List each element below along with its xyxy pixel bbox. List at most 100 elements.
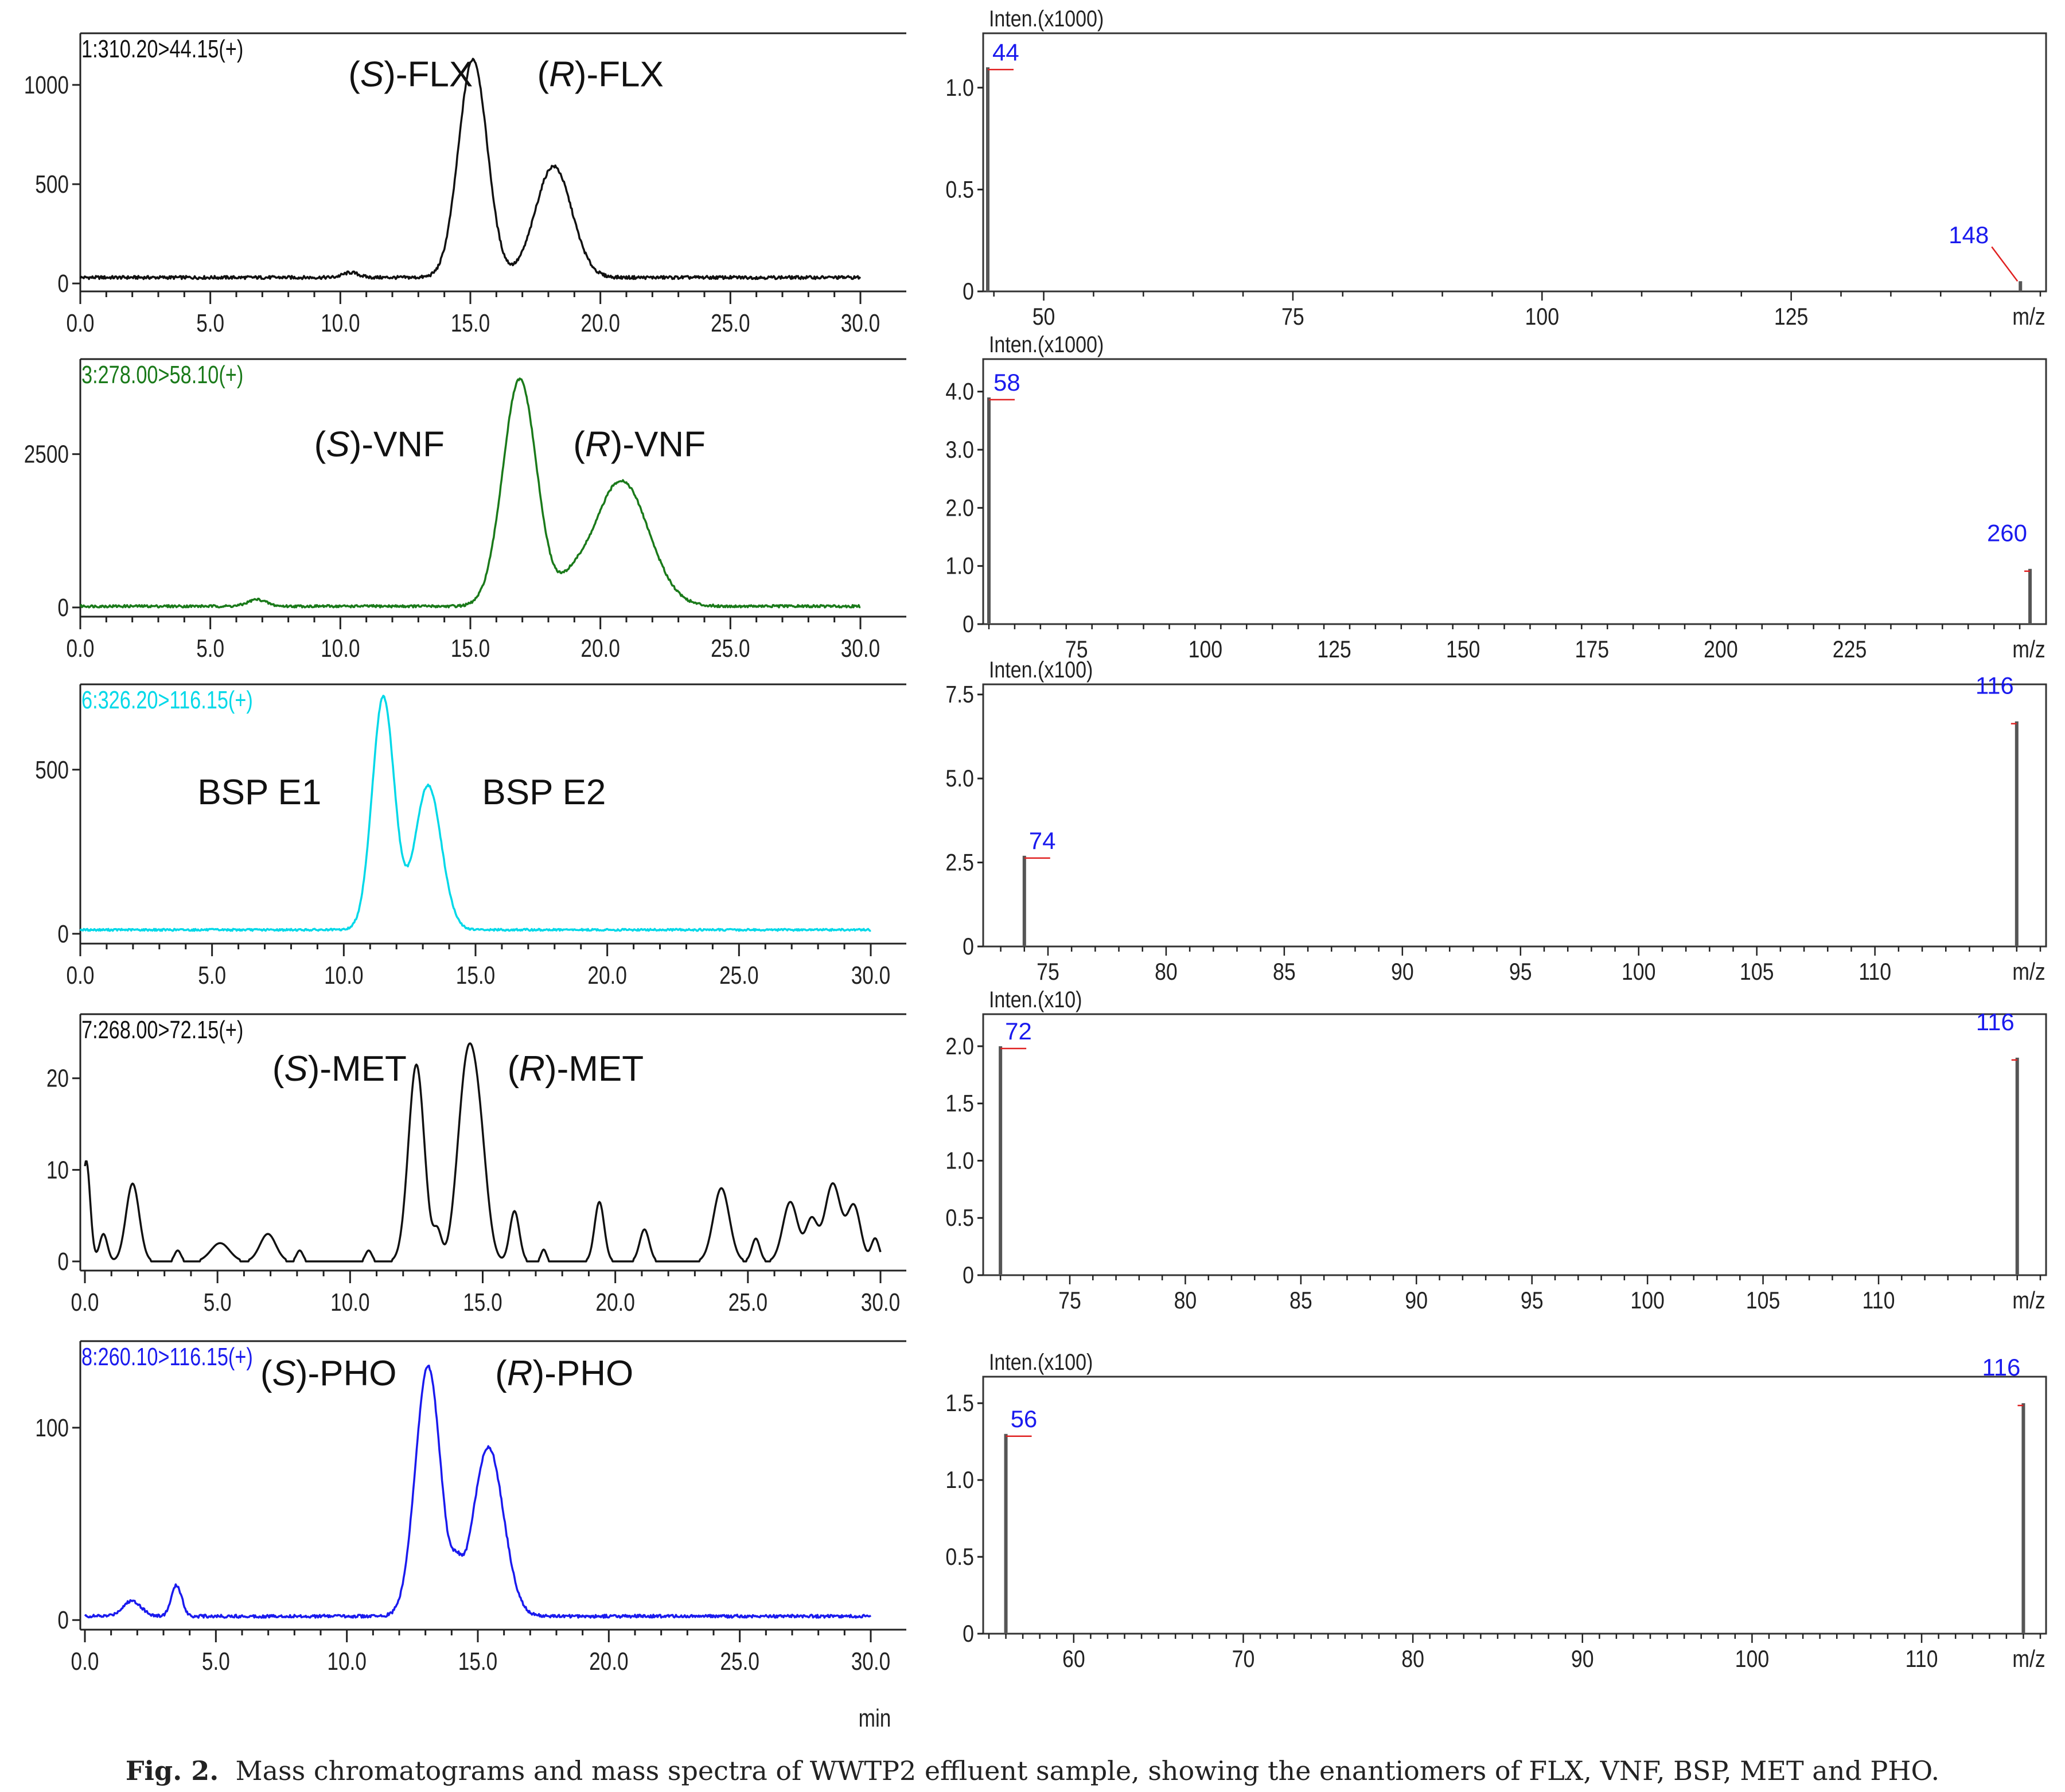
peak-mz-label: 58 xyxy=(993,369,1020,396)
x-tick-label: 30.0 xyxy=(851,961,890,990)
y-tick-label: 7.5 xyxy=(945,681,974,708)
y-tick-label: 1.0 xyxy=(945,553,974,579)
peak-label: BSP E1 xyxy=(197,773,321,812)
y-tick-label: 500 xyxy=(35,756,69,784)
chromatogram-panel-1: 0.0 5.0 10.0 15.0 20.0 25.0 30.0 0 500 1000 1:310.… xyxy=(24,32,906,337)
y-tick-label: 0 xyxy=(963,1262,974,1288)
x-tick-label: 125 xyxy=(1774,303,1809,330)
y-tick-label: 500 xyxy=(35,170,69,198)
mass-spectrum-panel-1: Inten.(x1000) 0 0.5 1.0 50 75 100 125 m/z 44 148 xyxy=(945,5,2047,330)
channel-label: 8:260.10>116.15(+) xyxy=(81,1343,253,1371)
spectrum-peak xyxy=(2015,721,2019,946)
x-tick-label: 90 xyxy=(1571,1646,1594,1672)
x-tick-label: 5.0 xyxy=(204,1288,232,1316)
x-tick-label: 5.0 xyxy=(196,634,224,663)
x-tick-label: 20.0 xyxy=(595,1288,634,1316)
x-tick-label: 10.0 xyxy=(321,634,360,663)
x-tick-label: 75 xyxy=(1058,1287,1081,1314)
y-tick-label: 0.5 xyxy=(945,1205,974,1232)
x-tick-label: 20.0 xyxy=(587,961,626,990)
channel-label: 6:326.20>116.15(+) xyxy=(81,686,253,714)
caption-text: Mass chromatograms and mass spectra of W… xyxy=(235,1755,1940,1786)
chromatogram-panel-4: 0.0 5.0 10.0 15.0 20.0 25.0 30.0 0 10 20 7:268.00>… xyxy=(46,1013,906,1316)
spectrum-peak xyxy=(1022,855,1026,946)
mass-spectrum-panel-4: Inten.(x10) 0 0.5 1.0 1.5 2.0 75 80 85 90 95 100 105… xyxy=(945,986,2047,1314)
spectrum-peak xyxy=(2028,568,2032,624)
peak-label: (R)-PHO xyxy=(495,1354,633,1393)
y-tick-label: 100 xyxy=(35,1414,69,1442)
x-tick-label: 95 xyxy=(1521,1287,1544,1314)
mass-spectrum-panel-5: Inten.(x100) 0 0.5 1.0 1.5 60 70 80 90 100 110 m/z 5… xyxy=(945,1349,2047,1673)
x-tick-label: 25.0 xyxy=(711,309,750,337)
peak-mz-label: 116 xyxy=(1976,1008,2015,1035)
y-tick-label: 0 xyxy=(963,278,974,305)
y-tick-label: 4.0 xyxy=(945,379,974,405)
y-tick-label: 1.0 xyxy=(945,1148,974,1174)
y-tick-label: 0 xyxy=(57,594,69,622)
x-tick-label: 80 xyxy=(1401,1646,1424,1672)
y-tick-label: 20 xyxy=(46,1065,69,1093)
y-tick-label: 0 xyxy=(963,1620,974,1647)
y-tick-label: 0 xyxy=(57,920,69,948)
y-tick-label: 1000 xyxy=(24,71,69,99)
x-tick-label: 110 xyxy=(1858,959,1891,985)
peak-label: (S)-PHO xyxy=(260,1354,397,1393)
y-tick-label: 10 xyxy=(46,1156,69,1185)
x-tick-label: 60 xyxy=(1062,1646,1085,1672)
x-tick-label: 70 xyxy=(1232,1646,1255,1672)
y-tick-label: 0.5 xyxy=(945,1544,974,1570)
mass-spectrum-panel-3: Inten.(x100) 0 2.5 5.0 7.5 75 80 85 90 95 100 105 11… xyxy=(945,656,2047,985)
x-tick-label: 20.0 xyxy=(589,1647,628,1676)
x-tick-label: 15.0 xyxy=(463,1288,502,1316)
spectrum-frame xyxy=(982,32,2047,293)
peak-label: BSP E2 xyxy=(482,773,606,812)
spectrum-peak xyxy=(1004,1433,1008,1634)
x-tick-label: 5.0 xyxy=(198,961,226,990)
x-tick-label: 10.0 xyxy=(327,1647,366,1676)
chromatogram-trace xyxy=(79,377,861,609)
y-tick-label: 2.0 xyxy=(945,495,974,521)
chromatogram-panel-3: 0.0 5.0 10.0 15.0 20.0 25.0 30.0 0 500 6:326.20>1… xyxy=(35,683,906,990)
x-tick-label: 0.0 xyxy=(71,1288,99,1316)
x-tick-label: 80 xyxy=(1155,959,1178,985)
y-tick-label: 0 xyxy=(963,933,974,960)
channel-label: 3:278.00>58.10(+) xyxy=(81,361,243,389)
y-unit-label: Inten.(x10) xyxy=(989,986,1082,1012)
x-tick-label: 5.0 xyxy=(196,309,224,337)
y-tick-label: 0 xyxy=(57,270,69,298)
x-tick-label: 15.0 xyxy=(458,1647,497,1676)
x-tick-label: 175 xyxy=(1575,636,1609,663)
x-unit-label: min xyxy=(859,1704,891,1732)
peak-mz-label: 116 xyxy=(1976,672,2014,699)
x-tick-label: 20.0 xyxy=(580,309,620,337)
peak-mz-label: 72 xyxy=(1005,1018,1032,1045)
y-tick-label: 0 xyxy=(57,1248,69,1276)
x-tick-label: 85 xyxy=(1289,1287,1312,1314)
x-tick-label: 80 xyxy=(1174,1287,1197,1314)
x-tick-label: 5.0 xyxy=(202,1647,230,1676)
peak-label: (R)-MET xyxy=(508,1049,644,1089)
x-tick-label: 85 xyxy=(1273,959,1296,985)
y-tick-label: 3.0 xyxy=(945,437,974,463)
x-tick-label: 30.0 xyxy=(841,309,880,337)
y-tick-label: 5.0 xyxy=(945,766,974,792)
y-tick-label: 2.0 xyxy=(945,1033,974,1059)
peak-label: (R)-VNF xyxy=(573,425,706,465)
peak-mz-label: 260 xyxy=(1987,520,2027,547)
y-unit-label: Inten.(x1000) xyxy=(989,331,1104,357)
x-tick-label: 25.0 xyxy=(728,1288,767,1316)
y-unit-label: Inten.(x100) xyxy=(989,656,1093,682)
peak-mz-label: 116 xyxy=(1982,1354,2020,1381)
y-tick-label: 0 xyxy=(963,611,974,637)
peak-label: (S)-MET xyxy=(272,1049,407,1089)
y-tick-label: 1.5 xyxy=(945,1390,974,1417)
spectrum-peak xyxy=(987,397,991,624)
x-tick-label: 100 xyxy=(1735,1646,1770,1672)
peak-mz-label: 74 xyxy=(1029,827,1056,854)
x-tick-label: 30.0 xyxy=(851,1647,890,1676)
y-tick-label: 1.0 xyxy=(945,75,974,101)
chromatogram-panel-5: 0.0 5.0 10.0 15.0 20.0 25.0 30.0 0 100 8:260.10>1… xyxy=(35,1340,906,1676)
chromatogram-trace xyxy=(79,57,862,281)
x-unit-label: m/z xyxy=(2012,1287,2045,1314)
peak-label: (S)-VNF xyxy=(314,425,445,465)
